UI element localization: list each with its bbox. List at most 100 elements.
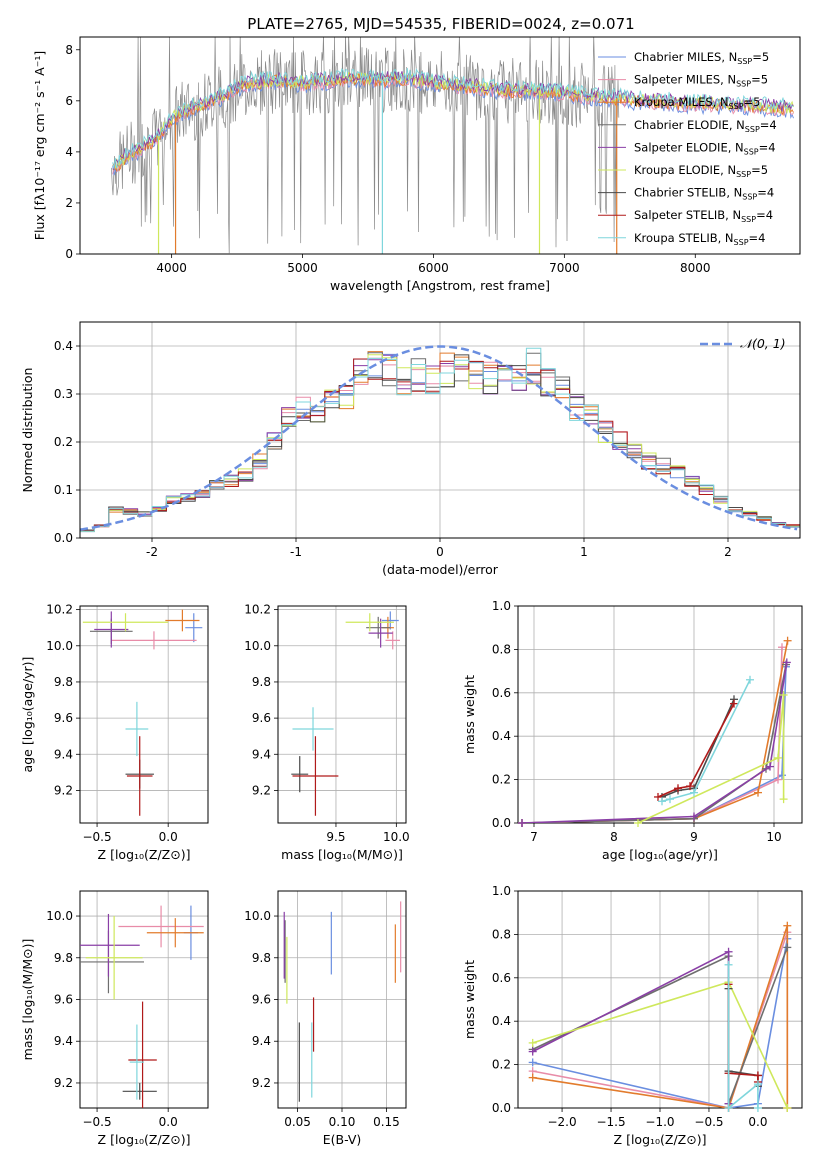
legend-label: Chabrier MILES, NSSP=5 <box>634 50 769 66</box>
mass-weight-series <box>661 679 751 803</box>
y-axis-label: mass weight <box>462 960 477 1039</box>
y-tick-label: 10.0 <box>244 909 271 923</box>
x-tick-label: 8 <box>610 830 618 844</box>
legend-count: =5 <box>752 50 769 64</box>
y-tick-label: 0.2 <box>54 435 73 449</box>
y-tick-label: 9.8 <box>54 951 73 965</box>
y-tick-label: 9.4 <box>252 747 271 761</box>
legend-label: Salpeter MILES, NSSP=5 <box>634 73 768 89</box>
y-tick-label: 0.6 <box>492 686 511 700</box>
y-tick-label: 9.4 <box>54 1034 73 1048</box>
y-tick-label: 8 <box>65 43 73 57</box>
axes-frame <box>79 890 209 1109</box>
y-tick-label: 0.8 <box>492 927 511 941</box>
x-tick-label: 0 <box>436 545 444 559</box>
legend-count: =4 <box>757 186 774 200</box>
legend-subscript: SSP <box>729 102 744 111</box>
y-tick-label: 0.4 <box>54 339 73 353</box>
y-tick-label: 1.0 <box>492 599 511 613</box>
axes-frame <box>79 605 209 824</box>
age-vs-Z-panel: −0.5 0.0 9.2 9.4 9.6 9.8 10.0 10.2 Z [log₁₀(Z/Z⊙… <box>20 603 209 862</box>
x-axis-label: E(B-V) <box>323 1132 362 1147</box>
y-tick-label: 0.2 <box>492 773 511 787</box>
legend-label: Kroupa MILES, NSSP=5 <box>634 95 760 111</box>
x-tick-label: 9.5 <box>326 830 345 844</box>
legend-subscript: SSP <box>744 147 759 156</box>
mass-weight-series <box>521 666 787 823</box>
y-tick-label: 9.4 <box>54 747 73 761</box>
y-tick-label: 9.6 <box>252 993 271 1007</box>
legend-label: Chabrier ELODIE, NSSP=4 <box>634 118 777 134</box>
legend-label: Kroupa ELODIE, NSSP=5 <box>634 163 768 179</box>
legend-count: =5 <box>744 95 761 109</box>
x-tick-label: −0.5 <box>82 830 111 844</box>
y-axis-label: Normed distribution <box>20 368 35 493</box>
mass-weight-series <box>532 925 789 1108</box>
y-tick-label: 6 <box>65 94 73 108</box>
y-axis-label: Flux [fλ10⁻¹⁷ erg cm⁻² s⁻¹ A⁻¹] <box>32 51 47 240</box>
axes-frame <box>277 605 407 824</box>
y-tick-label: 0.0 <box>54 531 73 545</box>
x-tick-label: −0.5 <box>694 1115 723 1129</box>
x-tick-label: 1 <box>580 545 588 559</box>
y-tick-label: 10.0 <box>244 639 271 653</box>
x-tick-label: 0.0 <box>159 830 178 844</box>
x-axis-label: wavelength [Angstrom, rest frame] <box>330 278 550 293</box>
y-tick-label: 0.8 <box>492 642 511 656</box>
mass-weight-series <box>637 694 785 823</box>
x-tick-label: 0.0 <box>159 1115 178 1129</box>
x-tick-label: 0.10 <box>329 1115 356 1129</box>
x-tick-label: -1 <box>290 545 302 559</box>
y-tick-label: 0.2 <box>492 1058 511 1072</box>
legend-subscript: SSP <box>736 170 751 179</box>
y-tick-label: 0.3 <box>54 387 73 401</box>
x-tick-label: 4000 <box>156 261 187 275</box>
y-tick-label: 0 <box>65 247 73 261</box>
y-tick-label: 2 <box>65 196 73 210</box>
y-tick-label: 9.2 <box>252 1076 271 1090</box>
legend-subscript: SSP <box>734 238 749 247</box>
x-tick-label: 7 <box>530 830 538 844</box>
legend-subscript: SSP <box>741 215 756 224</box>
y-tick-label: 9.8 <box>252 675 271 689</box>
model-spectrum <box>112 70 794 171</box>
gaussian-curve <box>80 345 798 531</box>
legend-subscript: SSP <box>742 193 757 202</box>
x-tick-label: 10.0 <box>383 830 410 844</box>
legend-count: =4 <box>756 208 773 222</box>
y-tick-label: 9.6 <box>54 711 73 725</box>
legend-label: Salpeter STELIB, NSSP=4 <box>634 208 773 224</box>
mass-weight-series <box>532 938 789 1108</box>
observed-spectrum <box>111 37 620 254</box>
legend-label: Chabrier STELIB, NSSP=4 <box>634 186 774 202</box>
y-tick-label: 9.8 <box>252 951 271 965</box>
axes-frame <box>517 890 803 1109</box>
x-tick-label: 8000 <box>680 261 711 275</box>
x-tick-label: 0.0 <box>748 1115 767 1129</box>
x-tick-label: 2 <box>724 545 732 559</box>
y-tick-label: 4 <box>65 145 73 159</box>
x-tick-label: 6000 <box>418 261 449 275</box>
x-axis-label: Z [log₁₀(Z/Z⊙)] <box>98 847 191 862</box>
y-axis-label: age [log₁₀(age/yr)] <box>20 657 35 773</box>
x-tick-label: 10 <box>766 830 781 844</box>
histogram-series <box>80 347 800 532</box>
y-tick-label: 10.2 <box>46 603 73 617</box>
legend-subscript: SSP <box>745 125 760 134</box>
mass-weight-series <box>521 647 783 823</box>
figure-title: PLATE=2765, MJD=54535, FIBERID=0024, z=0… <box>247 15 634 33</box>
x-tick-label: 9 <box>690 830 698 844</box>
y-tick-label: 1.0 <box>492 884 511 898</box>
y-tick-label: 10.0 <box>46 639 73 653</box>
legend-label: Kroupa STELIB, NSSP=4 <box>634 231 765 247</box>
y-tick-label: 10.2 <box>244 603 271 617</box>
y-tick-label: 9.2 <box>252 783 271 797</box>
legend-count: =5 <box>751 163 768 177</box>
mass-weight-series <box>521 662 788 823</box>
x-tick-label: 0.15 <box>373 1115 400 1129</box>
spectrum-panel: 4000 5000 6000 7000 8000 0 2 4 6 8 wavelength [Ang… <box>32 36 801 293</box>
y-tick-label: 0.1 <box>54 483 73 497</box>
x-tick-label: −2.0 <box>547 1115 576 1129</box>
y-tick-label: 0.0 <box>492 816 511 830</box>
